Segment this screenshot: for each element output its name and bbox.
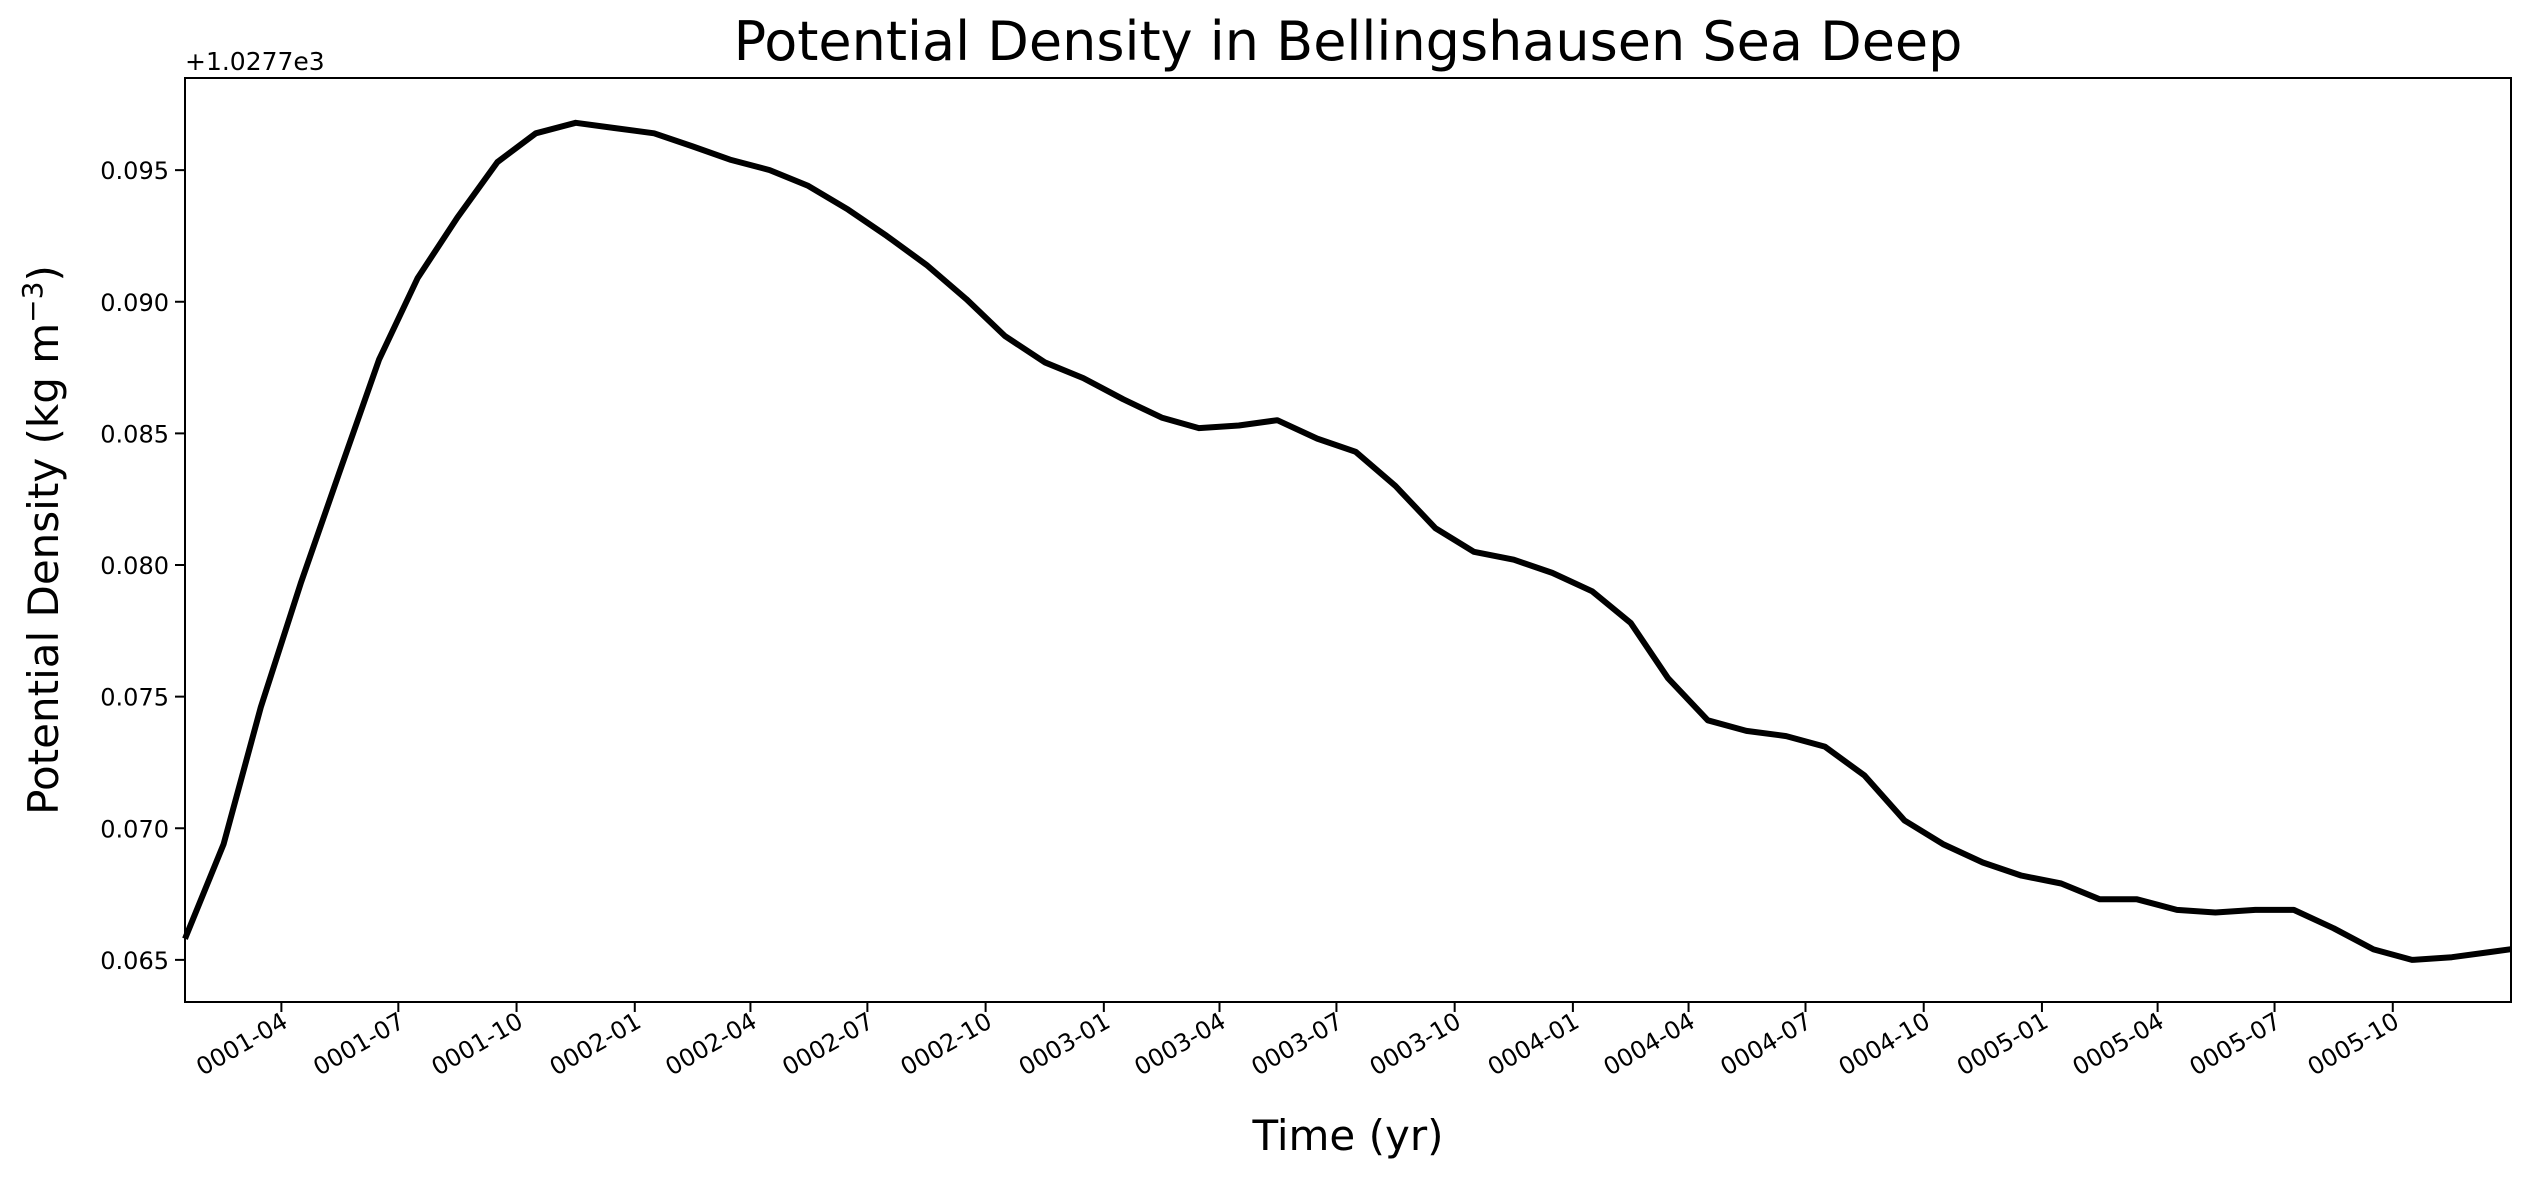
y-tick-label: 0.090 xyxy=(100,289,169,317)
y-axis-offset-label: +1.0277e3 xyxy=(185,47,325,76)
x-axis-label: Time (yr) xyxy=(1251,1111,1443,1160)
y-tick-label: 0.085 xyxy=(100,420,169,448)
y-axis-label-text: Potential Density (kg m xyxy=(19,323,68,815)
series-line xyxy=(182,119,2512,963)
y-axis-label: Potential Density (kg m−3) xyxy=(16,265,68,815)
y-tick-label: 0.080 xyxy=(100,552,169,580)
chart-title: Potential Density in Bellingshausen Sea … xyxy=(734,10,1963,73)
y-tick-label: 0.070 xyxy=(100,815,169,843)
y-tick-label: 0.075 xyxy=(100,684,169,712)
y-axis-label-suffix: ) xyxy=(19,265,68,281)
y-axis-ticks: 0.065 0.070 0.075 0.080 0.085 0.090 0.095 xyxy=(100,157,185,975)
y-tick-label: 0.065 xyxy=(100,947,169,975)
plot-area-frame xyxy=(184,77,2512,1003)
y-axis-label-exponent: −3 xyxy=(16,282,49,323)
y-tick-label: 0.095 xyxy=(100,157,169,185)
